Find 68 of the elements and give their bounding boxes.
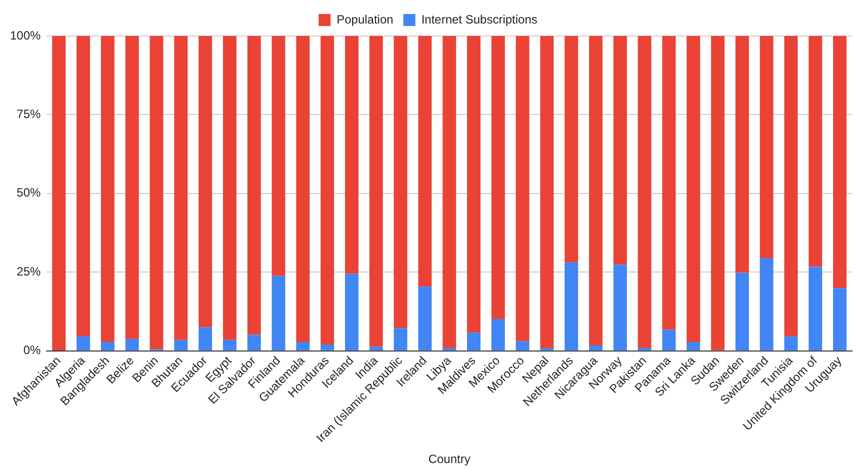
bar	[808, 266, 822, 350]
bar	[516, 341, 530, 350]
bar	[76, 36, 90, 336]
bar	[491, 36, 505, 320]
bar	[394, 328, 408, 350]
bar	[467, 332, 480, 350]
bar	[564, 36, 578, 262]
y-tick-label: 50%	[16, 186, 42, 200]
legend-label: Population	[336, 12, 394, 26]
bar	[589, 345, 603, 350]
bar	[174, 36, 188, 340]
bar	[711, 36, 725, 350]
bar	[198, 327, 212, 350]
bar	[662, 330, 676, 350]
bar	[320, 344, 334, 350]
bar	[686, 36, 700, 342]
bar	[760, 36, 774, 258]
bar	[418, 36, 432, 287]
bar	[662, 36, 676, 330]
bar	[247, 36, 261, 335]
bar	[491, 319, 505, 350]
bar	[442, 36, 456, 348]
bar	[150, 36, 164, 350]
bar	[540, 36, 554, 348]
bar	[589, 36, 603, 346]
bar	[516, 36, 530, 342]
bar	[344, 36, 358, 274]
bar	[344, 274, 358, 350]
bar	[52, 36, 66, 351]
bar	[296, 342, 310, 350]
bar	[222, 340, 236, 350]
bar	[100, 342, 114, 350]
bar	[784, 36, 798, 336]
bar	[418, 286, 432, 350]
bar	[467, 36, 480, 333]
bar	[125, 36, 139, 339]
bar	[76, 336, 90, 350]
y-tick-label: 100%	[10, 28, 42, 42]
bar	[833, 36, 847, 288]
y-tick-label: 75%	[16, 107, 42, 122]
y-tick-label: 0%	[23, 343, 42, 358]
bar	[686, 342, 700, 350]
bar	[125, 338, 139, 350]
bar	[369, 346, 383, 350]
y-tick-label: 25%	[16, 264, 42, 278]
bar	[760, 258, 774, 350]
bar	[394, 36, 408, 328]
bar	[272, 36, 286, 276]
bar	[100, 36, 114, 342]
bar	[735, 36, 749, 273]
bar	[272, 276, 286, 350]
bar	[613, 264, 627, 350]
x-axis-title: Country	[428, 452, 470, 466]
bar	[784, 336, 798, 350]
bar	[369, 36, 383, 347]
bar	[320, 36, 334, 345]
legend-label: Internet Subscriptions	[421, 12, 538, 26]
bar	[808, 36, 822, 267]
bar	[613, 36, 627, 265]
bar	[198, 36, 212, 328]
bar	[296, 36, 310, 342]
bar	[222, 36, 236, 340]
bar	[833, 288, 847, 350]
bar	[638, 36, 652, 348]
bar	[564, 262, 578, 350]
bar	[247, 334, 261, 350]
bar	[174, 340, 188, 350]
bar	[735, 272, 749, 350]
